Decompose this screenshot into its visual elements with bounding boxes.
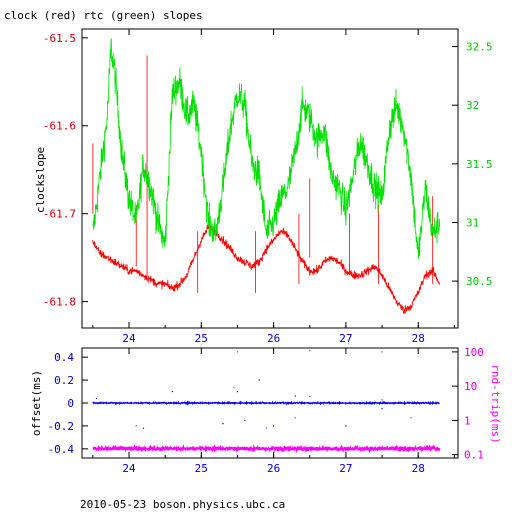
footer-text: 2010-05-23 boson.physics.ubc.ca [80, 498, 285, 511]
bottom-ticks: 24 25 26 27 28 0.4 0.2 0 -0.2 -0.4 100 10 1 0.1 [48, 346, 484, 475]
x-tick-label: 28 [412, 332, 425, 345]
rnd-trip-point [309, 349, 311, 352]
y-tick-label: -61.8 [43, 296, 76, 309]
x-tick-label: 25 [195, 332, 208, 345]
x-tick-label: 24 [122, 332, 136, 345]
rnd-trip-point [381, 351, 383, 353]
y-tick-label: 0 [67, 397, 74, 410]
offset-point [142, 427, 145, 429]
rnd-trip-point [294, 417, 296, 419]
bottom-panel: 24 25 26 27 28 0.4 0.2 0 -0.2 -0.4 100 10 1 0.1 offse… [30, 346, 502, 475]
rnd-trip-point [244, 419, 246, 422]
y-tick-label: -61.7 [43, 208, 76, 221]
y2-tick-label: 32.5 [466, 41, 493, 54]
rnd-trip-point [309, 395, 311, 398]
y2-tick-label: 30.5 [466, 275, 493, 288]
offset-point [381, 408, 383, 410]
offset-point [95, 397, 98, 400]
y-tick-label: -0.2 [48, 420, 75, 433]
top-plot-frame [81, 28, 459, 329]
y-tick-label: -0.4 [48, 443, 75, 456]
y2-tick-label: 10 [464, 380, 477, 393]
rtc-series [92, 38, 440, 260]
offset-series [92, 379, 440, 429]
rnd-trip-point [265, 427, 267, 429]
rtc-line [92, 38, 440, 260]
x-tick-label: 27 [339, 462, 352, 475]
rnd-trip-point [135, 425, 137, 427]
rnd-trip-series [92, 349, 441, 454]
y2-tick-label: 0.1 [464, 449, 484, 462]
y2-tick-label: 31 [466, 216, 479, 229]
y-tick-label: -61.6 [43, 120, 76, 133]
offset-point [171, 390, 173, 393]
clock-series [92, 55, 440, 314]
offset-point [273, 425, 275, 427]
x-tick-label: 26 [267, 462, 280, 475]
x-tick-label: 25 [195, 462, 208, 475]
offset-point [294, 395, 296, 397]
rnd-trip-point [233, 387, 235, 389]
top-ticks: 24 25 26 27 28 -61.5 -61.6 -61.7 -61.8 30.5 31 31.5… [43, 29, 493, 345]
chart-title: clock (red) rtc (green) slopes [4, 9, 203, 22]
offset-point [236, 390, 239, 393]
y-tick-label: 0.4 [54, 351, 74, 364]
rnd-trip-point [381, 399, 383, 401]
bottom-y-axis-label: offset(ms) [30, 370, 43, 436]
offset-point [222, 423, 224, 425]
top-y-axis-label: clockslope [34, 147, 47, 213]
top-panel: 24 25 26 27 28 -61.5 -61.6 -61.7 -61.8 30.5 31 31.5… [34, 28, 493, 345]
x-tick-label: 24 [122, 462, 136, 475]
y2-tick-label: 31.5 [466, 158, 493, 171]
y2-tick-label: 100 [464, 346, 484, 359]
rnd-trip-band [92, 443, 441, 454]
rnd-trip-point [410, 417, 412, 419]
x-tick-label: 27 [339, 332, 352, 345]
x-tick-label: 26 [267, 332, 280, 345]
y-tick-label: 0.2 [54, 374, 74, 387]
offset-line [92, 400, 440, 406]
y2-tick-label: 32 [466, 99, 479, 112]
clock-line [92, 223, 440, 314]
x-tick-label: 28 [412, 462, 425, 475]
bottom-y2-axis-label: rnd-trip(ms) [489, 364, 502, 443]
y-tick-label: -61.5 [43, 32, 76, 45]
rnd-trip-point [236, 351, 239, 353]
offset-point [345, 425, 347, 427]
y2-tick-label: 1 [464, 414, 471, 427]
offset-point [258, 379, 260, 381]
